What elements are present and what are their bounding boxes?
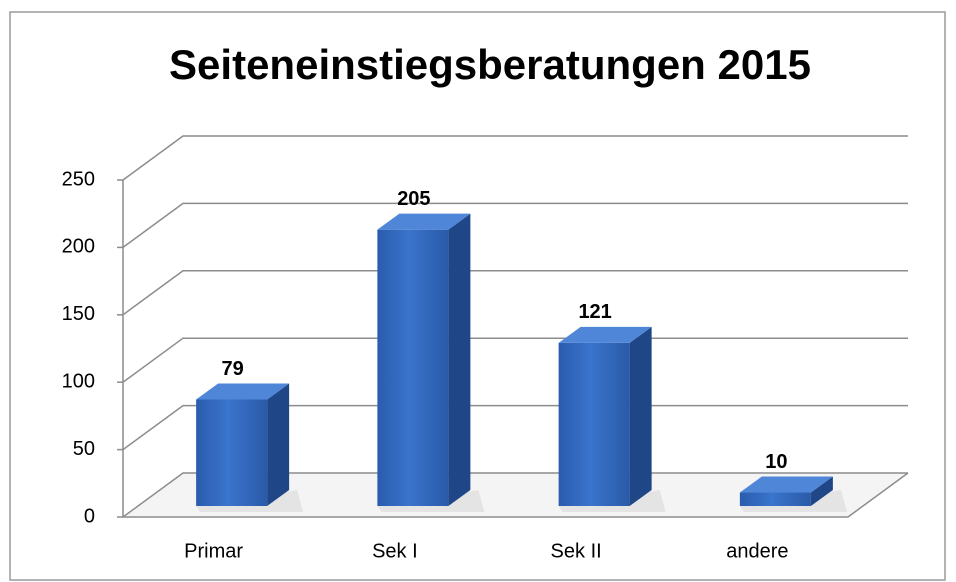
bar-side — [629, 326, 652, 506]
grid-line — [122, 404, 908, 451]
y-tick-label: 0 — [84, 505, 95, 527]
y-tick-label: 50 — [73, 438, 95, 460]
y-tick-label: 200 — [62, 236, 95, 258]
bar-top — [739, 476, 833, 493]
bar-top — [558, 326, 652, 343]
value-label: 121 — [578, 301, 611, 323]
bar-front — [196, 399, 268, 506]
grid-line — [122, 202, 908, 249]
bar-side — [448, 213, 471, 506]
x-tick-label: andere — [726, 540, 788, 562]
grid-line — [122, 135, 908, 181]
bar — [739, 476, 847, 512]
bar-side — [267, 383, 290, 506]
x-tick-label: Sek II — [551, 540, 602, 562]
y-tick-label: 250 — [62, 168, 95, 190]
value-label: 10 — [765, 451, 787, 473]
bar-front — [739, 492, 811, 506]
x-tick-label: Sek I — [372, 540, 418, 562]
bar-top — [377, 213, 471, 230]
grid-line — [122, 337, 908, 383]
y-tick-label: 100 — [62, 370, 95, 392]
bar-top — [196, 383, 290, 400]
bar — [558, 326, 666, 512]
bar-front — [377, 229, 449, 506]
bar — [196, 383, 304, 512]
y-tick-label: 150 — [62, 303, 95, 325]
grid-line — [122, 270, 908, 316]
floor-edge — [123, 472, 909, 518]
value-label: 79 — [222, 358, 244, 380]
chart-title: Seiteneinstiegsberatungen 2015 — [169, 41, 811, 88]
value-label: 205 — [397, 188, 430, 210]
floor — [123, 473, 908, 517]
bar — [377, 213, 485, 512]
x-tick-label: Primar — [184, 540, 243, 562]
grid-line — [122, 472, 908, 518]
bar-front — [558, 342, 630, 506]
bar-side — [810, 476, 833, 506]
